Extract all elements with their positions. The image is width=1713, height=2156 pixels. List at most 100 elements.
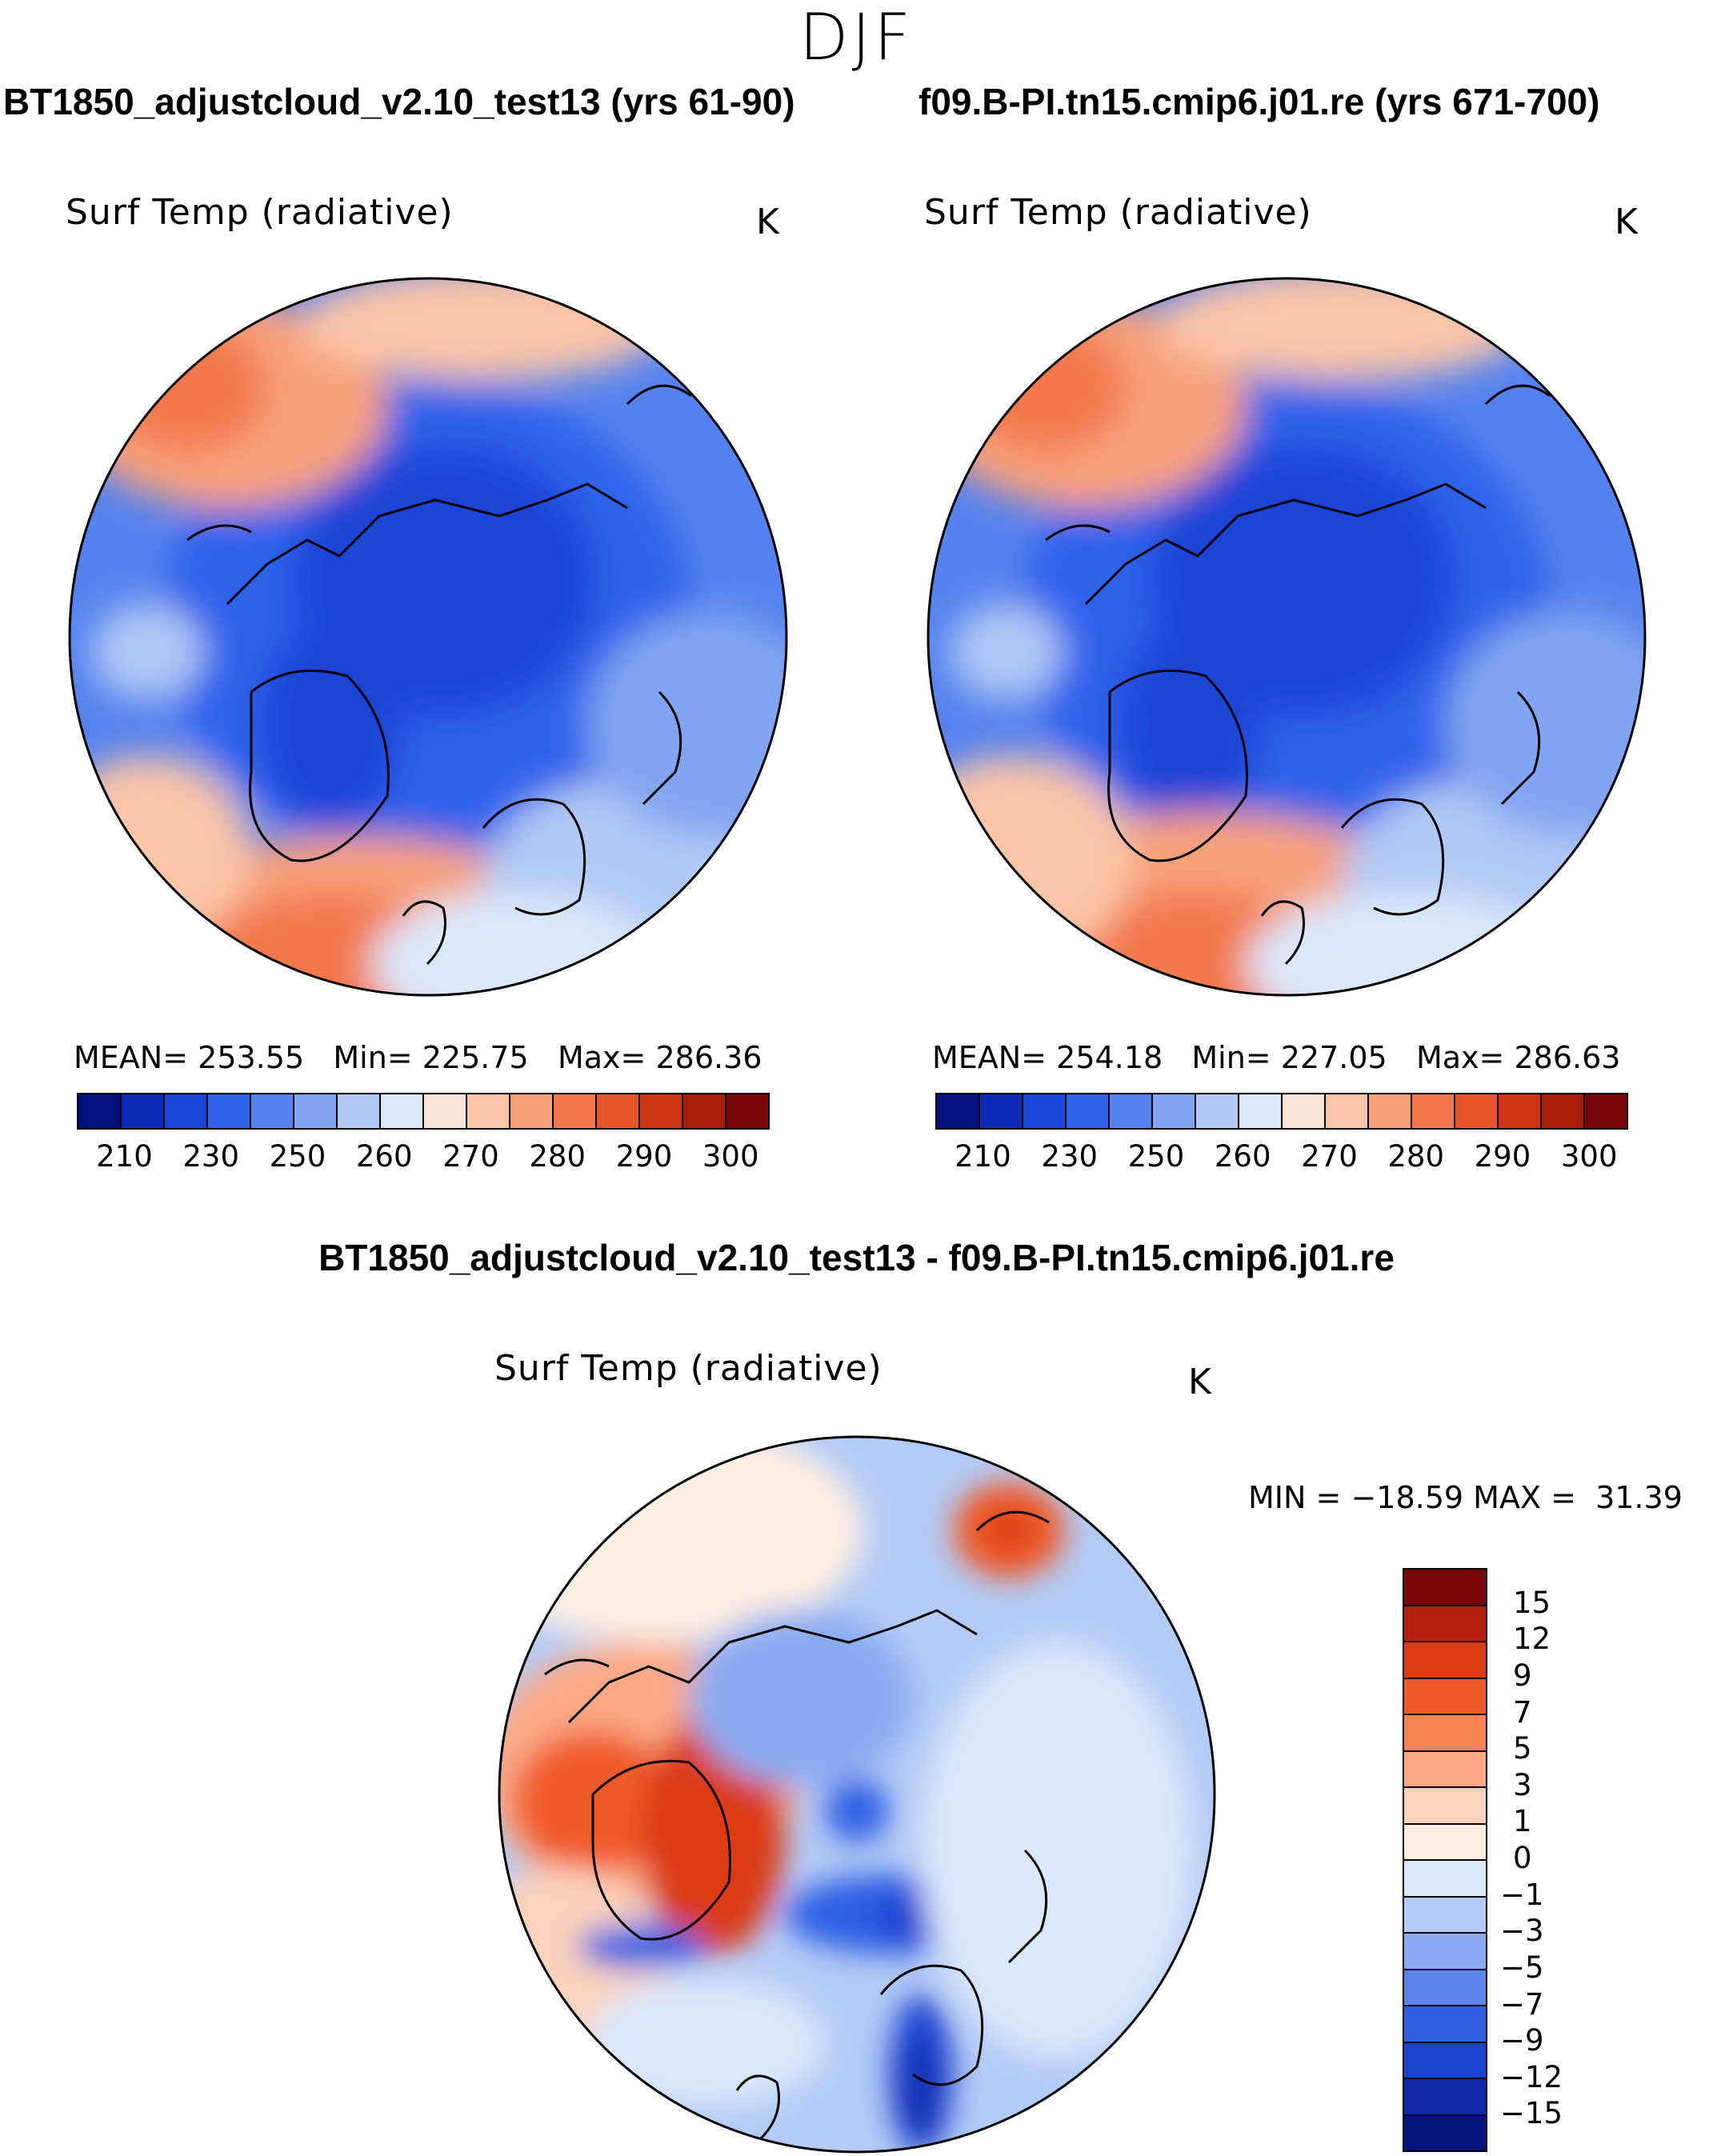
panel-b-colorbar-segment xyxy=(1369,1094,1412,1128)
panel-diff-colorbar-tick: −1 xyxy=(1500,1877,1544,1912)
panel-a-colorbar-segment xyxy=(597,1094,640,1128)
panel-b-colorbar-tick: 280 xyxy=(1387,1139,1444,1174)
panel-diff-colorbar-segment xyxy=(1404,1715,1486,1752)
panel-b-colorbar-segment xyxy=(1326,1094,1369,1128)
panel-diff-colorbar-tick: 12 xyxy=(1513,1622,1551,1657)
panel-a-colorbar-segment xyxy=(165,1094,208,1128)
panel-a-map xyxy=(68,277,788,997)
panel-a-colorbar-segment xyxy=(208,1094,251,1128)
panel-a-colorbar-segment xyxy=(122,1094,165,1128)
panel-b-colorbar-ticks: 210 230 250 260 270 280 290 300 xyxy=(935,1139,1628,1179)
panel-b-colorbar-tick: 270 xyxy=(1301,1139,1358,1174)
panel-a-colorbar-segment xyxy=(554,1094,597,1128)
panel-a-colorbar-tick: 250 xyxy=(269,1139,326,1174)
panel-diff-colorbar-tick: −12 xyxy=(1500,2059,1563,2094)
panel-b-colorbar-segment xyxy=(1110,1094,1153,1128)
panel-b-colorbar-tick: 260 xyxy=(1214,1139,1271,1174)
panel-a-colorbar-segment xyxy=(294,1094,338,1128)
panel-a-colorbar-tick: 260 xyxy=(355,1139,413,1174)
case-b-title: f09.B-PI.tn15.cmip6.j01.re (yrs 671-700) xyxy=(919,81,1600,122)
panel-b-colorbar-segment xyxy=(937,1094,980,1128)
panel-diff-colorbar-segment xyxy=(1404,2115,1486,2150)
panel-a-colorbar-segment xyxy=(251,1094,294,1128)
panel-a-colorbar-tick: 290 xyxy=(615,1139,673,1174)
panel-b-map xyxy=(927,277,1647,997)
panel-diff-colorbar-tick: −5 xyxy=(1500,1950,1544,1985)
panel-diff-colorbar-tick: 9 xyxy=(1513,1658,1532,1693)
panel-b-colorbar-tick: 250 xyxy=(1127,1139,1185,1174)
panel-diff-colorbar-tick: 1 xyxy=(1513,1804,1532,1839)
panel-diff-colorbar-segment xyxy=(1404,1642,1486,1679)
panel-a-title: Surf Temp (radiative) xyxy=(66,192,454,233)
panel-b-stats: MEAN= 254.18 Min= 227.05 Max= 286.63 xyxy=(932,1040,1621,1075)
panel-diff-colorbar-segment xyxy=(1404,1897,1486,1934)
panel-diff-colorbar-segment xyxy=(1404,1970,1486,2006)
panel-a-colorbar-tick: 230 xyxy=(182,1139,239,1174)
panel-diff-colorbar-segment xyxy=(1404,1570,1486,1606)
panel-diff-colorbar-segment xyxy=(1404,1861,1486,1898)
panel-a-stats: MEAN= 253.55 Min= 225.75 Max= 286.36 xyxy=(74,1040,762,1075)
panel-b-colorbar-segment xyxy=(1196,1094,1239,1128)
panel-b-colorbar-segment xyxy=(1067,1094,1110,1128)
panel-diff-colorbar-tick: 15 xyxy=(1513,1585,1551,1620)
figure-title: DJF xyxy=(798,0,915,74)
panel-diff-colorbar-tick: −3 xyxy=(1500,1914,1544,1949)
panel-diff-colorbar-segment xyxy=(1404,2042,1486,2079)
panel-a-units: K xyxy=(756,202,779,242)
panel-b-colorbar-segment xyxy=(1283,1094,1326,1128)
panel-b-colorbar-tick: 230 xyxy=(1041,1139,1098,1174)
panel-diff-stats: MIN = −18.59 MAX = 31.39 xyxy=(1248,1480,1683,1515)
panel-diff-units: K xyxy=(1188,1362,1211,1402)
panel-diff-colorbar-tick: 3 xyxy=(1513,1767,1532,1802)
diff-title: BT1850_adjustcloud_v2.10_test13 - f09.B-… xyxy=(318,1237,1395,1278)
panel-diff-colorbar-segment xyxy=(1404,2079,1486,2116)
panel-a-colorbar-segment xyxy=(510,1094,554,1128)
panel-diff-colorbar-tick: 5 xyxy=(1513,1731,1532,1766)
panel-a-colorbar-segment xyxy=(640,1094,683,1128)
panel-diff-colorbar-segment xyxy=(1404,1606,1486,1642)
panel-b-colorbar-tick: 290 xyxy=(1474,1139,1531,1174)
panel-a-colorbar-segment xyxy=(424,1094,467,1128)
panel-a-colorbar-segment xyxy=(683,1094,726,1128)
panel-a-colorbar-tick: 300 xyxy=(702,1139,759,1174)
panel-b-colorbar-segment xyxy=(1023,1094,1067,1128)
panel-b-field xyxy=(928,278,1645,995)
panel-diff-colorbar-segment xyxy=(1404,1824,1486,1861)
panel-b-colorbar-segment xyxy=(1239,1094,1283,1128)
panel-diff-title: Surf Temp (radiative) xyxy=(494,1348,883,1389)
panel-a-colorbar-segment xyxy=(78,1094,122,1128)
case-a-title: BT1850_adjustcloud_v2.10_test13 (yrs 61-… xyxy=(3,81,795,122)
panel-b-colorbar-segment xyxy=(980,1094,1023,1128)
panel-b-colorbar-segment xyxy=(1499,1094,1542,1128)
panel-a-colorbar-segment xyxy=(726,1094,768,1128)
panel-diff-field xyxy=(499,1437,1215,2152)
panel-diff-colorbar-segment xyxy=(1404,1788,1486,1825)
panel-a-colorbar-tick: 210 xyxy=(96,1139,153,1174)
panel-a-colorbar-tick: 280 xyxy=(529,1139,586,1174)
panel-a-field xyxy=(70,278,786,995)
panel-b-colorbar-segment xyxy=(1412,1094,1455,1128)
panel-b-colorbar-segment xyxy=(1153,1094,1196,1128)
panel-b-colorbar-tick: 300 xyxy=(1560,1139,1618,1174)
panel-b-colorbar-tick: 210 xyxy=(955,1139,1011,1174)
panel-diff-colorbar-tick: 7 xyxy=(1513,1694,1532,1730)
panel-a-colorbar-tick: 270 xyxy=(442,1139,499,1174)
panel-a-colorbar-segment xyxy=(467,1094,510,1128)
panel-diff-colorbar-segment xyxy=(1404,1678,1486,1715)
panel-diff-colorbar-tick: −9 xyxy=(1500,2023,1544,2058)
panel-b-colorbar xyxy=(935,1093,1628,1130)
panel-diff-colorbar-tick: −15 xyxy=(1500,2096,1563,2131)
panel-diff-colorbar xyxy=(1403,1568,1487,2152)
panel-diff-colorbar-tick: 0 xyxy=(1513,1841,1532,1875)
panel-diff-map xyxy=(498,1435,1216,2154)
panel-b-colorbar-segment xyxy=(1455,1094,1499,1128)
panel-diff-colorbar-tick: −7 xyxy=(1500,1986,1544,2022)
panel-b-colorbar-segment xyxy=(1542,1094,1585,1128)
panel-diff-colorbar-segment xyxy=(1404,1751,1486,1788)
panel-b-colorbar-segment xyxy=(1585,1094,1627,1128)
panel-diff-colorbar-ticks: 15 12 9 7 5 3 1 0 −1 −3 −5 −7 −9 −12 −15 xyxy=(1500,1568,1596,2152)
panel-diff-colorbar-segment xyxy=(1404,1934,1486,1970)
panel-a-colorbar-ticks: 210 230 250 260 270 280 290 300 xyxy=(77,1139,770,1179)
panel-a-colorbar-segment xyxy=(338,1094,381,1128)
panel-diff-colorbar-segment xyxy=(1404,2006,1486,2043)
